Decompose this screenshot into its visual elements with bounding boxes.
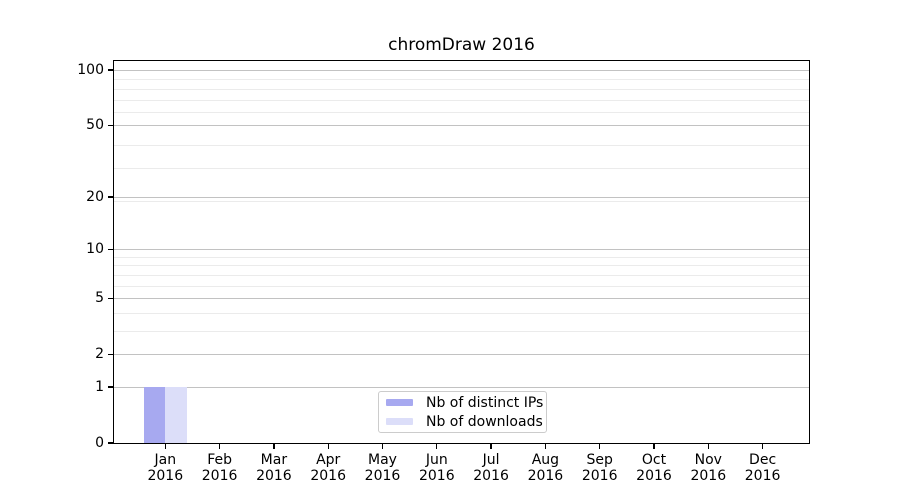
x-tick-label: Aug 2016 xyxy=(527,452,564,484)
x-tick-label: Nov 2016 xyxy=(690,452,727,484)
major-gridline xyxy=(114,125,809,127)
x-tick-mark xyxy=(327,444,329,449)
y-tick-label: 100 xyxy=(77,62,104,78)
minor-gridline xyxy=(114,88,809,90)
minor-gridline xyxy=(114,99,809,101)
legend-label-distinct-ips: Nb of distinct IPs xyxy=(426,394,544,411)
legend-entry-distinct-ips: Nb of distinct IPs xyxy=(386,396,543,410)
y-tick-mark xyxy=(108,386,113,388)
x-tick-label: Apr 2016 xyxy=(310,452,346,484)
x-tick-label: Jun 2016 xyxy=(418,452,455,484)
x-tick-mark xyxy=(761,444,764,449)
y-tick-label: 50 xyxy=(86,117,104,134)
y-tick-label: 20 xyxy=(86,188,104,205)
x-tick-label: Jul 2016 xyxy=(473,452,509,484)
minor-gridline xyxy=(114,256,809,258)
x-tick-mark xyxy=(381,444,384,449)
x-tick-label: Oct 2016 xyxy=(636,452,672,484)
x-tick-label: May 2016 xyxy=(364,452,401,484)
plot-area xyxy=(113,60,810,444)
minor-gridline xyxy=(114,112,809,114)
bar-downloads xyxy=(165,386,187,443)
y-tick-mark xyxy=(108,353,113,355)
minor-gridline xyxy=(114,168,809,170)
x-tick-label: Dec 2016 xyxy=(744,452,781,484)
minor-gridline xyxy=(114,265,809,267)
x-tick-label: Mar 2016 xyxy=(256,452,292,484)
major-gridline xyxy=(114,354,809,356)
minor-gridline xyxy=(114,312,809,314)
y-tick-label: 10 xyxy=(86,241,104,258)
legend: Nb of distinct IPs Nb of downloads xyxy=(378,391,547,433)
major-gridline xyxy=(114,196,809,198)
x-tick-mark xyxy=(599,444,601,449)
major-gridline xyxy=(114,70,809,71)
legend-label-downloads: Nb of downloads xyxy=(426,413,543,430)
x-tick-mark xyxy=(490,444,492,449)
minor-gridline xyxy=(114,274,809,276)
bar-distinct-ips xyxy=(143,386,166,443)
minor-gridline xyxy=(114,330,809,332)
y-tick-mark xyxy=(108,248,113,250)
y-tick-mark xyxy=(108,69,113,71)
major-gridline xyxy=(114,298,809,300)
legend-entry-downloads: Nb of downloads xyxy=(386,415,543,429)
x-tick-label: Sep 2016 xyxy=(581,452,618,484)
y-tick-label: 0 xyxy=(95,435,104,451)
y-tick-mark xyxy=(108,297,113,299)
major-gridline xyxy=(114,386,809,388)
legend-swatch-distinct-ips-icon xyxy=(386,398,413,407)
x-tick-mark xyxy=(707,444,709,449)
x-tick-mark xyxy=(436,444,438,449)
chart-title: chromDraw 2016 xyxy=(388,35,535,55)
x-tick-mark xyxy=(544,444,547,449)
major-gridline xyxy=(114,249,809,251)
y-tick-mark xyxy=(108,442,113,444)
x-tick-mark xyxy=(653,444,655,449)
minor-gridline xyxy=(114,285,809,287)
minor-gridline xyxy=(114,200,809,202)
x-tick-label: Feb 2016 xyxy=(201,452,238,484)
x-tick-mark xyxy=(273,444,275,449)
y-tick-label: 2 xyxy=(95,346,104,363)
legend-swatch-downloads-icon xyxy=(386,417,413,426)
y-tick-label: 1 xyxy=(95,378,104,395)
minor-gridline xyxy=(114,79,809,81)
x-tick-label: Jan 2016 xyxy=(147,452,184,484)
x-tick-mark xyxy=(218,444,221,449)
minor-gridline xyxy=(114,144,809,146)
y-tick-mark xyxy=(108,196,113,198)
x-tick-mark xyxy=(164,444,166,449)
y-tick-mark xyxy=(108,124,113,126)
y-tick-label: 5 xyxy=(95,290,104,307)
